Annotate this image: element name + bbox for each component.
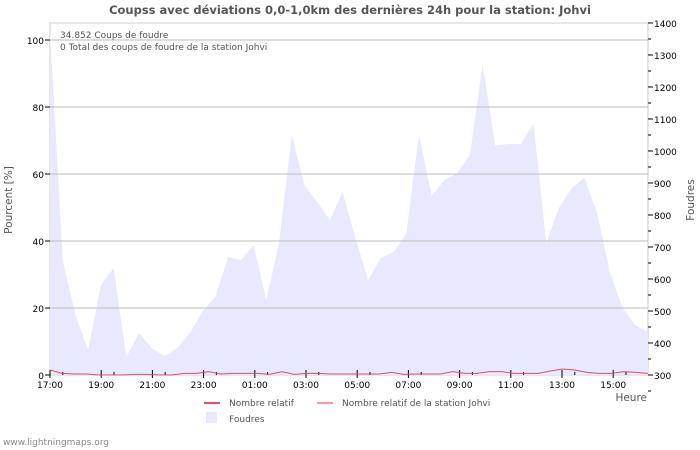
y-left-tick-label: 20 (33, 305, 45, 315)
legend-label-relatif: Nombre relatif (229, 399, 295, 409)
y-right-tick-label: 900 (654, 180, 671, 190)
y-right-tick-label: 300 (654, 372, 671, 382)
x-tick-label: 21:00 (139, 381, 165, 391)
y-left-tick-label: 100 (27, 37, 44, 47)
annotation-station-total: 0 Total des coups de foudre de la statio… (60, 43, 267, 53)
legend-swatch-foudres (206, 412, 217, 423)
foudres-area (50, 29, 648, 376)
y-right-tick-label: 1400 (654, 20, 677, 30)
y-left-tick-label: 0 (38, 372, 44, 382)
footer-link[interactable]: www.lightningmaps.org (3, 438, 109, 448)
x-tick-label: 09:00 (447, 381, 473, 391)
x-tick-label: 17:00 (37, 381, 63, 391)
y-right-tick-label: 700 (654, 244, 671, 254)
y-right-tick-label: 400 (654, 340, 671, 350)
x-tick-label: 11:00 (498, 381, 524, 391)
x-axis-label: Heure (615, 392, 647, 404)
y-right-tick-label: 1200 (654, 84, 677, 94)
x-tick-label: 05:00 (344, 381, 370, 391)
x-tick-label: 07:00 (395, 381, 421, 391)
y-left-axis-label: Pourcent [%] (3, 166, 15, 234)
chart-title: Coupss avec déviations 0,0-1,0km des der… (109, 3, 591, 17)
y-left-tick-label: 80 (33, 104, 45, 114)
y-left-tick-label: 60 (33, 171, 45, 181)
y-right-tick-label: 1300 (654, 52, 677, 62)
x-tick-label: 13:00 (549, 381, 575, 391)
x-tick-label: 19:00 (88, 381, 114, 391)
legend-label-foudres: Foudres (229, 415, 265, 425)
y-right-tick-label: 500 (654, 308, 671, 318)
x-tick-label: 03:00 (293, 381, 319, 391)
y-right-tick-label: 800 (654, 212, 671, 222)
y-right-axis-label: Foudres (685, 179, 697, 220)
y-right-tick-label: 600 (654, 276, 671, 286)
x-tick-label: 15:00 (600, 381, 626, 391)
nombre-relatif-line (49, 368, 649, 376)
y-left-tick-label: 40 (33, 238, 45, 248)
y-right-tick-label: 1000 (654, 148, 677, 158)
annotation-strokes: 34.852 Coups de foudre (60, 31, 169, 41)
x-tick-label: 23:00 (191, 381, 217, 391)
y-right-tick-label: 1100 (654, 116, 677, 126)
x-tick-label: 01:00 (242, 381, 268, 391)
legend-label-station: Nombre relatif de la station Johvi (342, 399, 490, 409)
